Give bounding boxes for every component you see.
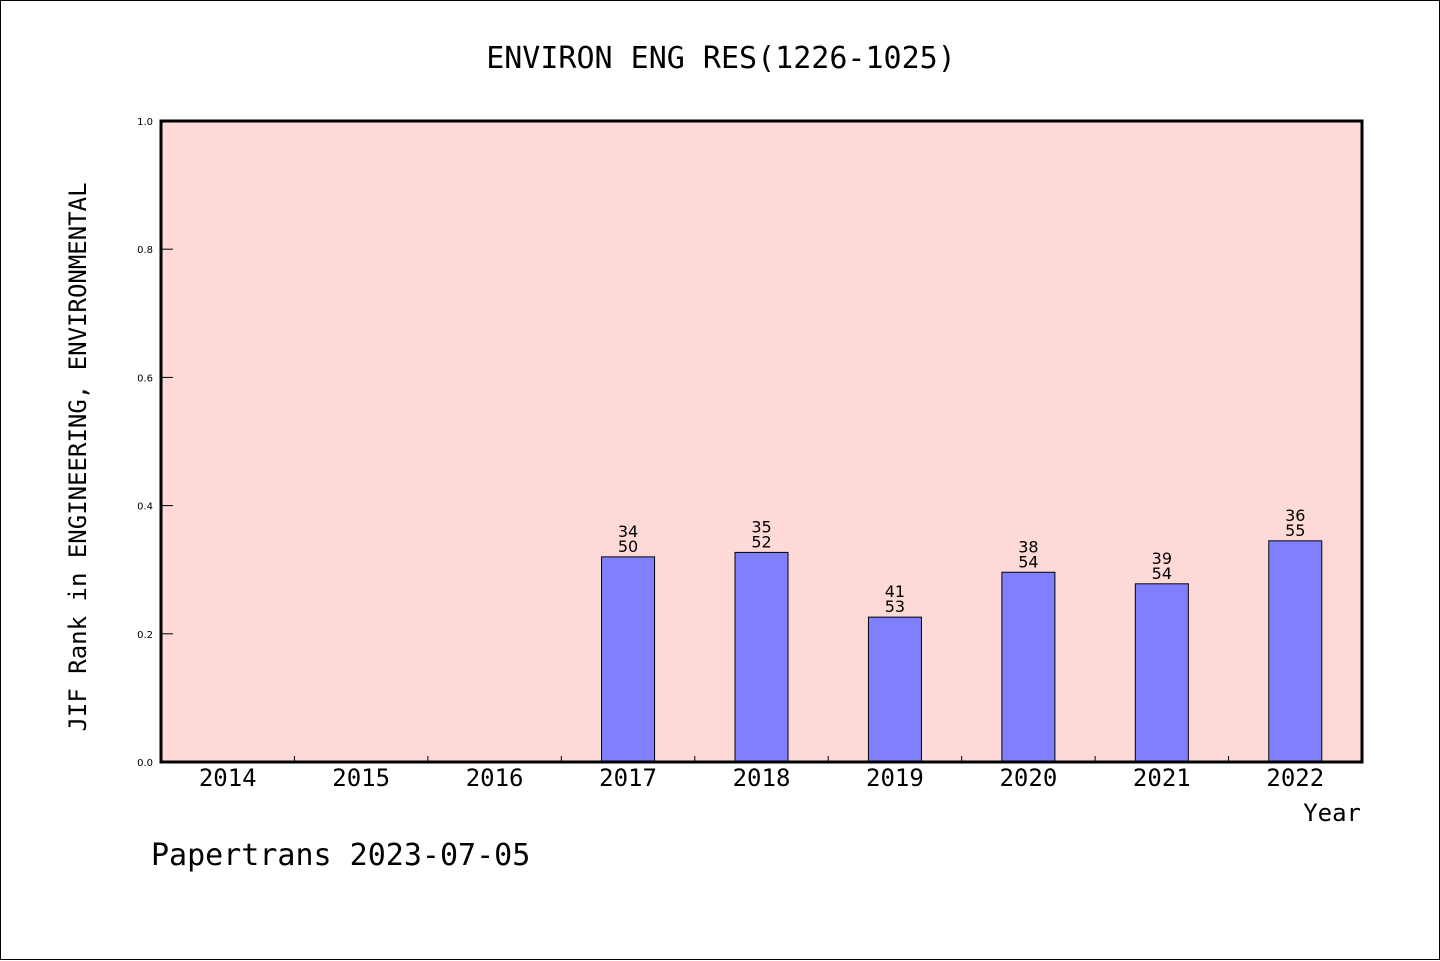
bar-data-label: 52 <box>751 532 771 551</box>
x-tick-label: 2017 <box>599 764 657 792</box>
bar-data-label: 54 <box>1152 564 1172 583</box>
x-tick-label: 2022 <box>1266 764 1324 792</box>
bar <box>867 616 922 763</box>
bar <box>1001 571 1056 763</box>
plot-border <box>159 119 1364 764</box>
y-tick-label: 0.6 <box>137 373 153 384</box>
y-tick-label: 0.2 <box>137 630 153 641</box>
bar-data-label: 34 <box>618 522 638 541</box>
y-tick-label: 0.4 <box>137 502 153 513</box>
bar <box>601 556 656 763</box>
bar-data-label: 53 <box>885 597 905 616</box>
chart-title: ENVIRON ENG RES(1226-1025) <box>486 41 956 76</box>
y-tick-label: 0.0 <box>137 758 153 769</box>
bar-data-label: 39 <box>1152 549 1172 568</box>
bar-data-label: 41 <box>885 582 905 601</box>
bar <box>1134 583 1189 763</box>
x-tick-label: 2016 <box>466 764 524 792</box>
x-tick-label: 2019 <box>866 764 924 792</box>
y-tick-label: 1.0 <box>137 117 153 128</box>
footer-credit: Papertrans 2023-07-05 <box>151 838 530 873</box>
bar-data-label: 54 <box>1018 552 1038 571</box>
x-tick-label: 2014 <box>199 764 257 792</box>
y-axis-label: JIF Rank in ENGINEERING, ENVIRONMENTAL <box>64 182 92 731</box>
y-tick-label: 0.8 <box>137 245 153 256</box>
bar-data-label: 50 <box>618 537 638 556</box>
x-tick-label: 2018 <box>733 764 791 792</box>
bar <box>1268 540 1323 763</box>
x-tick-label: 2020 <box>999 764 1057 792</box>
bar-data-label: 36 <box>1285 506 1305 525</box>
bar-data-label: 35 <box>751 517 771 536</box>
bar-data-label: 55 <box>1285 521 1305 540</box>
x-axis-label: Year <box>1303 799 1361 827</box>
x-tick-label: 2015 <box>332 764 390 792</box>
bar <box>734 551 789 763</box>
x-tick-label: 2021 <box>1133 764 1191 792</box>
bar-data-label: 38 <box>1018 537 1038 556</box>
